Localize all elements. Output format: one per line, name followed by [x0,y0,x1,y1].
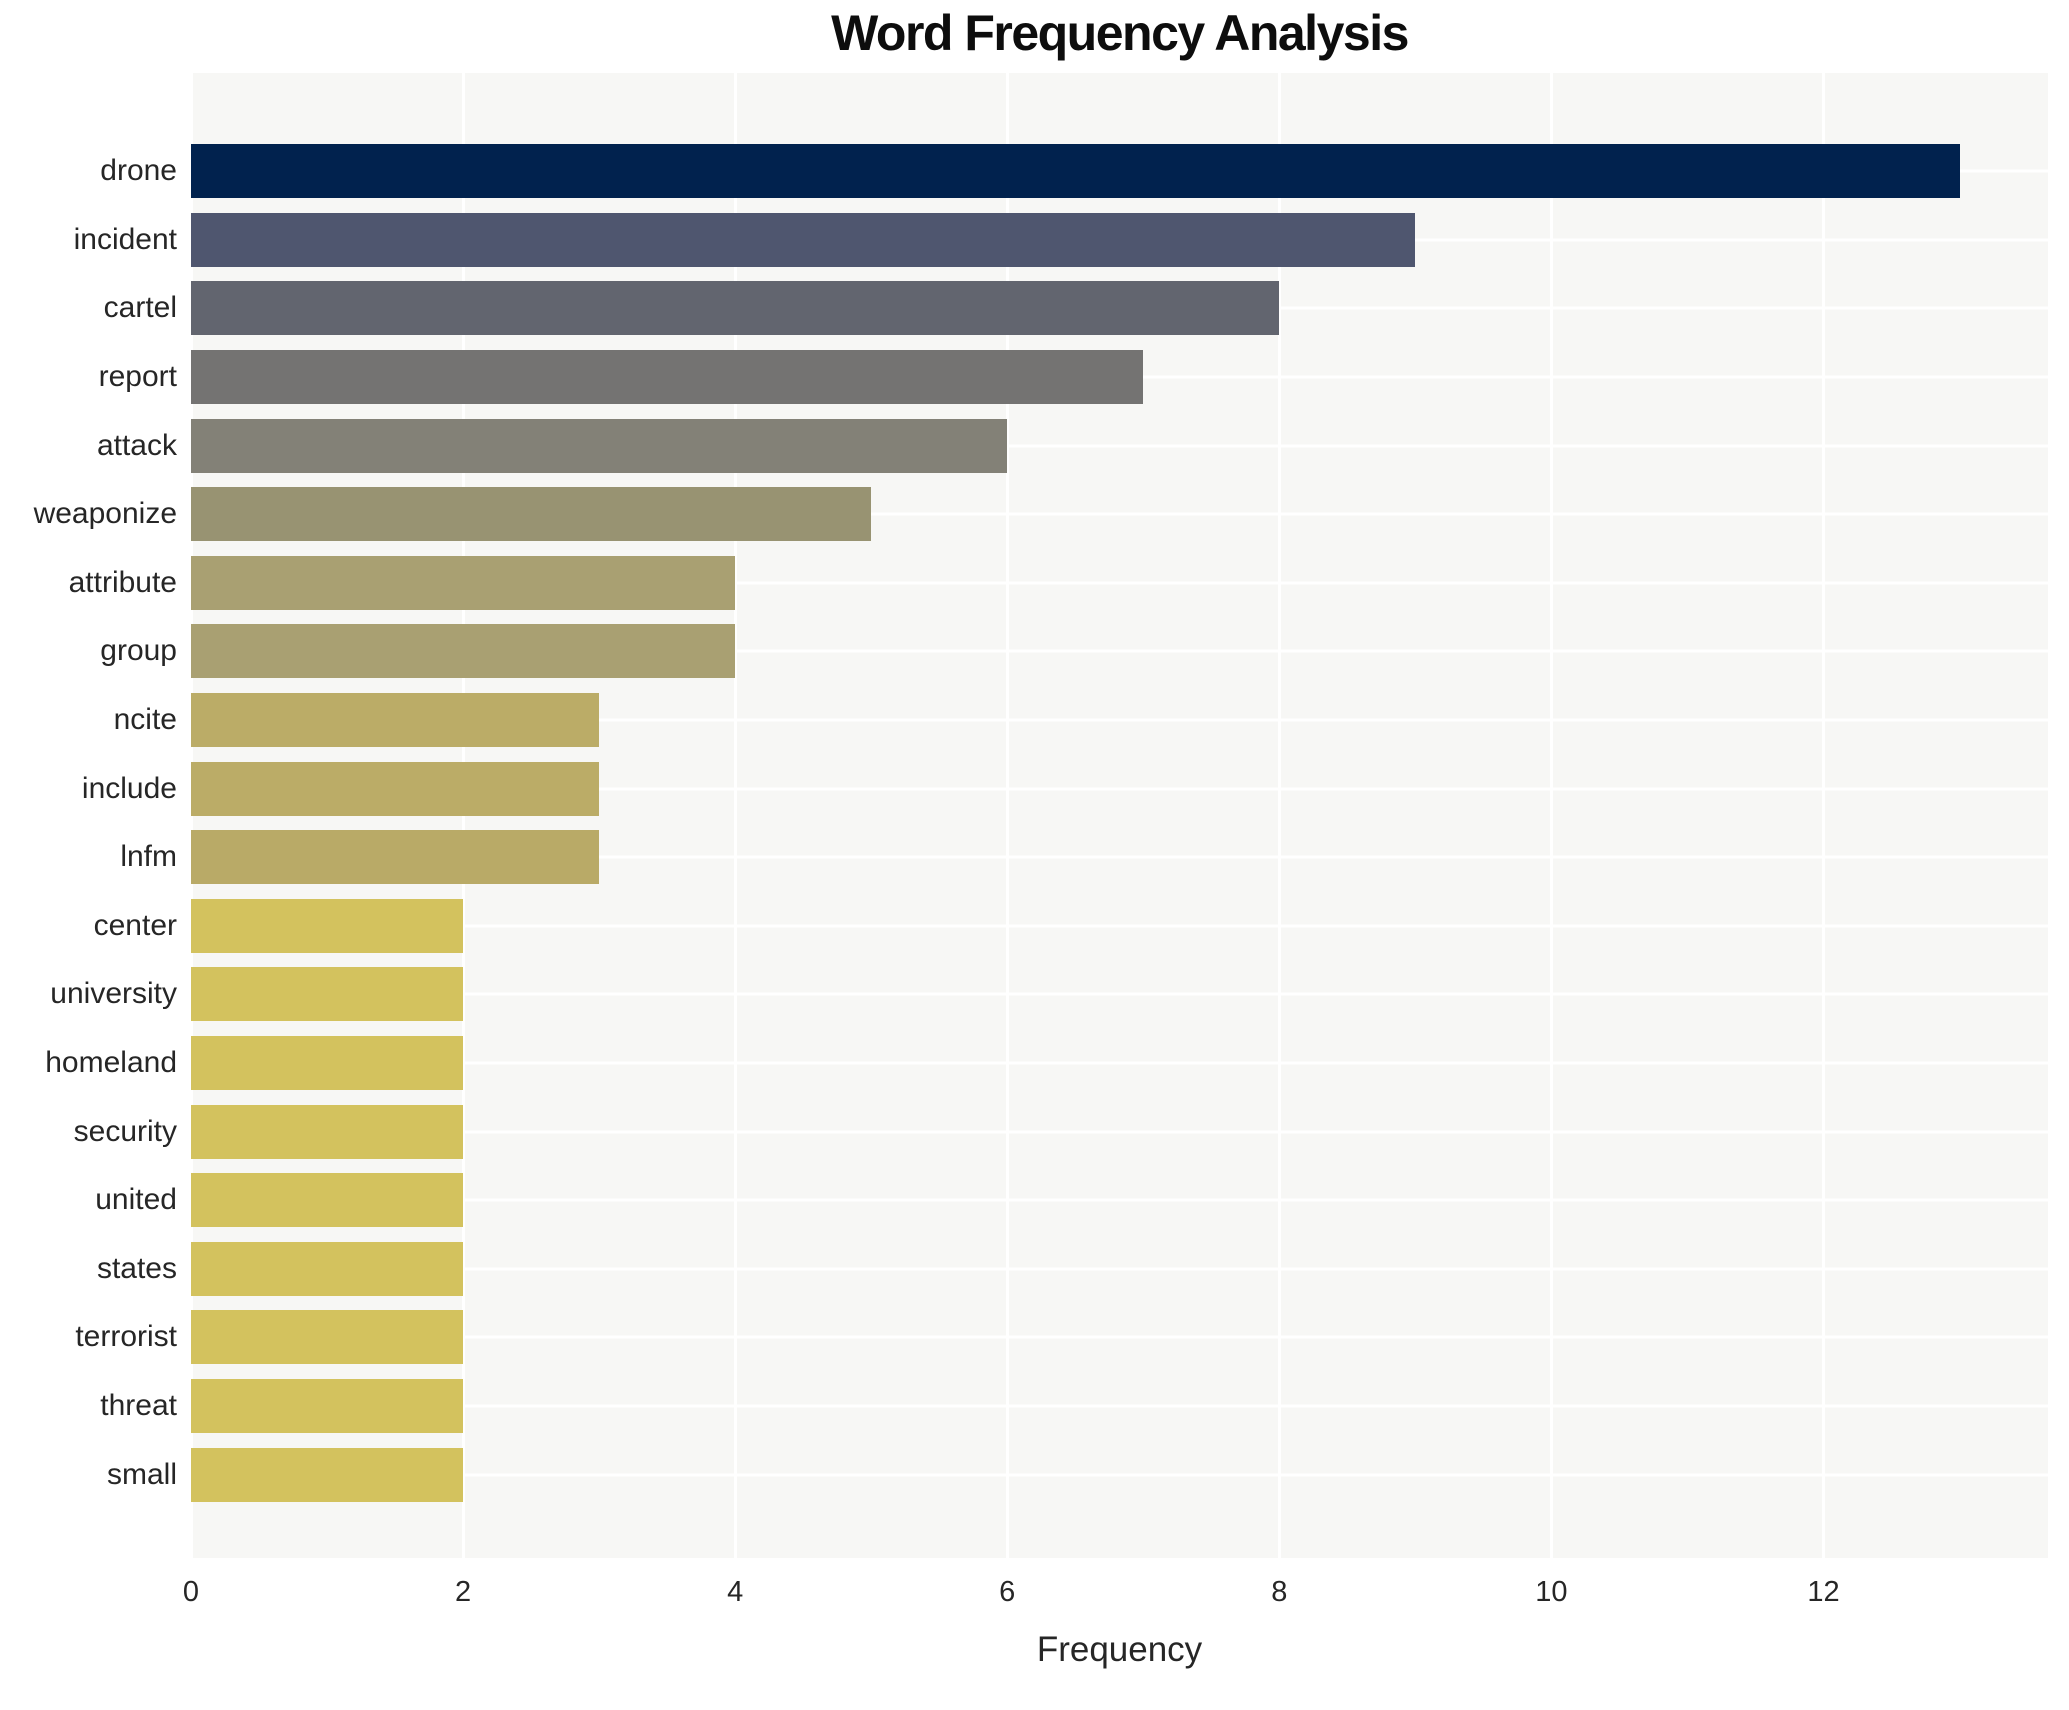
frequency-bar [191,1378,464,1433]
frequency-bar [191,1036,464,1091]
frequency-bar [191,212,1416,267]
bar-track [191,960,2048,1029]
bar-track [191,1303,2048,1372]
frequency-bar [191,144,1960,199]
bar-row: small [0,1440,2048,1509]
bar-track [191,549,2048,618]
frequency-bar [191,1104,464,1159]
x-tick-label: 8 [1271,1576,1288,1608]
frequency-bar [191,967,464,1022]
frequency-bar [191,555,736,610]
category-label: security [73,1114,177,1148]
bar-track [191,686,2048,755]
bar-row: security [0,1097,2048,1166]
category-label: group [100,634,177,668]
bar-row: threat [0,1372,2048,1441]
category-label: include [81,771,177,805]
bar-track [191,206,2048,275]
category-label: incident [73,222,177,256]
x-tick-label: 4 [727,1576,744,1608]
bar-track [191,754,2048,823]
frequency-bar [191,624,736,679]
bar-track [191,480,2048,549]
bar-row: university [0,960,2048,1029]
category-label: united [95,1183,177,1217]
bar-row: report [0,343,2048,412]
category-label: attribute [68,565,177,599]
frequency-bar [191,898,464,953]
bar-track [191,892,2048,961]
bar-track [191,137,2048,206]
category-label: drone [100,154,177,188]
bar-track [191,1029,2048,1098]
x-tick-label: 0 [182,1576,200,1608]
bar-row: drone [0,137,2048,206]
frequency-bar [191,281,1280,336]
category-label: small [106,1457,177,1491]
bar-track [191,1097,2048,1166]
bar-track [191,1166,2048,1235]
category-label: cartel [103,291,177,325]
bar-track [191,1235,2048,1304]
bar-row: attribute [0,549,2048,618]
frequency-bar [191,830,600,885]
category-label: threat [100,1388,177,1422]
frequency-bar [191,418,1008,473]
category-label: ncite [113,703,177,737]
category-label: university [50,977,177,1011]
frequency-bar [191,350,1144,405]
bar-row: cartel [0,274,2048,343]
category-label: report [98,360,177,394]
bar-track [191,274,2048,343]
bar-row: homeland [0,1029,2048,1098]
frequency-bar [191,487,872,542]
frequency-bar [191,1241,464,1296]
frequency-bar [191,1173,464,1228]
category-label: terrorist [75,1320,177,1354]
bar-track [191,343,2048,412]
bar-track [191,823,2048,892]
frequency-bar [191,1447,464,1502]
frequency-bar [191,1310,464,1365]
bar-track [191,1440,2048,1509]
bar-row: weaponize [0,480,2048,549]
x-tick-label: 6 [999,1576,1016,1608]
category-label: states [96,1251,177,1285]
bar-row: include [0,754,2048,823]
bar-track [191,1372,2048,1441]
bar-track [191,617,2048,686]
frequency-bar [191,761,600,816]
bar-row: ncite [0,686,2048,755]
bar-row: states [0,1235,2048,1304]
bar-row: lnfm [0,823,2048,892]
x-axis-label: Frequency [1036,1630,1203,1669]
frequency-bar [191,693,600,748]
bar-row: united [0,1166,2048,1235]
category-label: homeland [45,1046,177,1080]
bar-track [191,411,2048,480]
x-tick-label: 10 [1535,1576,1568,1608]
category-label: attack [96,428,177,462]
x-tick-label: 12 [1807,1576,1840,1608]
category-label: lnfm [120,840,177,874]
bar-row: incident [0,206,2048,275]
x-axis: 0 2 4 6 8 10 12 [183,1576,2048,1616]
category-label: weaponize [33,497,177,531]
bars-container: drone incident cartel report attack weaponize… [0,73,2048,1558]
bar-row: attack [0,411,2048,480]
chart-title: Word Frequency Analysis [831,5,1409,61]
bar-row: group [0,617,2048,686]
category-label: center [93,908,177,942]
bar-row: center [0,892,2048,961]
x-tick-label: 2 [455,1576,472,1608]
bar-row: terrorist [0,1303,2048,1372]
